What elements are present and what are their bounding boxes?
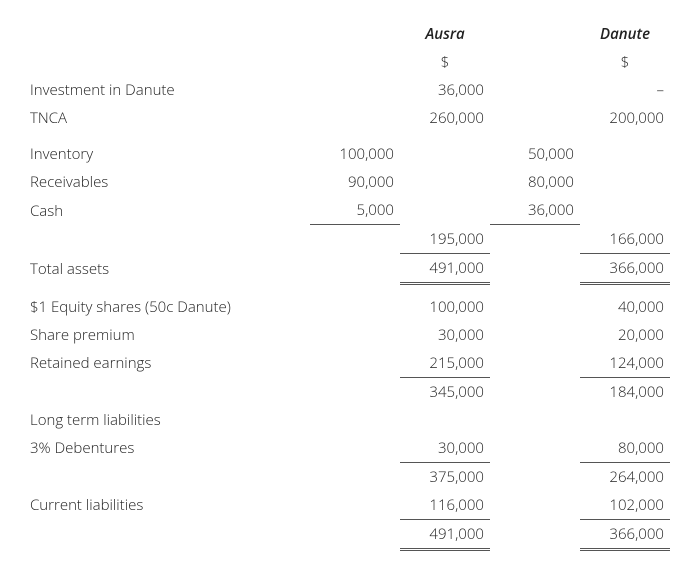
label-equity-shares: $1 Equity shares (50c Danute)	[30, 293, 310, 321]
row-equity-shares: $1 Equity shares (50c Danute) 100,000 40…	[30, 293, 670, 321]
a-debentures: 30,000	[400, 434, 490, 463]
label-investment: Investment in Danute	[30, 76, 310, 104]
row-grand-total: 491,000 366,000	[30, 519, 670, 549]
a-eq-plus-debt: 375,000	[400, 462, 490, 491]
a-equity-sub: 345,000	[400, 377, 490, 406]
label-inventory: Inventory	[30, 140, 310, 168]
b-cash: 36,000	[490, 196, 580, 225]
b-total-assets: 366,000	[580, 253, 670, 283]
row-cash: Cash 5,000 36,000	[30, 196, 670, 225]
row-investment: Investment in Danute 36,000 –	[30, 76, 670, 104]
label-cash: Cash	[30, 196, 310, 225]
a-inventory: 100,000	[310, 140, 400, 168]
row-eq-plus-debt: 375,000 264,000	[30, 462, 670, 491]
row-total-assets: Total assets 491,000 366,000	[30, 253, 670, 283]
row-current-liab: Current liabilities 116,000 102,000	[30, 491, 670, 520]
a-investment: 36,000	[400, 76, 490, 104]
label-retained: Retained earnings	[30, 349, 310, 378]
currency-b: $	[580, 48, 670, 76]
b-equity-shares: 40,000	[580, 293, 670, 321]
a-current-liab: 116,000	[400, 491, 490, 520]
label-tnca: TNCA	[30, 104, 310, 132]
label-total-assets: Total assets	[30, 253, 310, 283]
header-row: Ausra Danute	[30, 20, 670, 48]
b-grand-total: 366,000	[580, 519, 670, 549]
row-debentures: 3% Debentures 30,000 80,000	[30, 434, 670, 463]
currency-a: $	[400, 48, 490, 76]
b-eq-plus-debt: 264,000	[580, 462, 670, 491]
row-long-term-liab-heading: Long term liabilities	[30, 406, 670, 434]
b-inventory: 50,000	[490, 140, 580, 168]
a-tnca: 260,000	[400, 104, 490, 132]
col-header-b: Danute	[580, 20, 670, 48]
row-share-premium: Share premium 30,000 20,000	[30, 321, 670, 349]
b-debentures: 80,000	[580, 434, 670, 463]
row-tnca: TNCA 260,000 200,000	[30, 104, 670, 132]
label-debentures: 3% Debentures	[30, 434, 310, 463]
b-receivables: 80,000	[490, 168, 580, 196]
label-share-premium: Share premium	[30, 321, 310, 349]
b-investment: –	[580, 76, 670, 104]
a-cash: 5,000	[310, 196, 400, 225]
b-cur-assets-sub: 166,000	[580, 225, 670, 254]
a-share-premium: 30,000	[400, 321, 490, 349]
row-equity-subtotal: 345,000 184,000	[30, 377, 670, 406]
a-total-assets: 491,000	[400, 253, 490, 283]
currency-row: $ $	[30, 48, 670, 76]
b-retained: 124,000	[580, 349, 670, 378]
b-tnca: 200,000	[580, 104, 670, 132]
a-equity-shares: 100,000	[400, 293, 490, 321]
a-cur-assets-sub: 195,000	[400, 225, 490, 254]
label-receivables: Receivables	[30, 168, 310, 196]
a-receivables: 90,000	[310, 168, 400, 196]
b-current-liab: 102,000	[580, 491, 670, 520]
a-grand-total: 491,000	[400, 519, 490, 549]
row-receivables: Receivables 90,000 80,000	[30, 168, 670, 196]
row-inventory: Inventory 100,000 50,000	[30, 140, 670, 168]
a-retained: 215,000	[400, 349, 490, 378]
label-long-term-liab: Long term liabilities	[30, 406, 310, 434]
col-header-a: Ausra	[400, 20, 490, 48]
b-share-premium: 20,000	[580, 321, 670, 349]
row-retained-earnings: Retained earnings 215,000 124,000	[30, 349, 670, 378]
row-current-assets-subtotal: 195,000 166,000	[30, 225, 670, 254]
label-current-liab: Current liabilities	[30, 491, 310, 520]
b-equity-sub: 184,000	[580, 377, 670, 406]
balance-sheet-table: Ausra Danute $ $ Investment in Danute 36…	[30, 20, 670, 551]
